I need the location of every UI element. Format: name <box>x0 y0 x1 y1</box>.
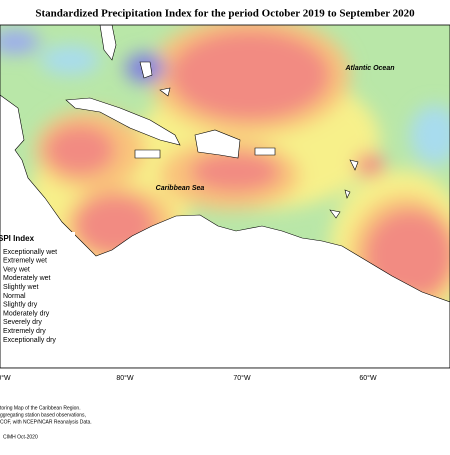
legend-title: SPI Index <box>0 234 35 243</box>
footnote-line: COF, with NCEP/NCAR Reanalysis Data. <box>0 419 92 425</box>
footnote-line: toring Map of the Caribbean Region. <box>0 405 81 411</box>
map-frame <box>0 24 450 369</box>
ocean-label: Atlantic Ocean <box>344 65 394 72</box>
footnote-line: ggregating station based observations, <box>0 412 86 418</box>
legend-item: Very wet <box>3 266 30 273</box>
map: Atlantic Ocean Caribbean Sea <box>0 25 450 368</box>
legend: SPI Index Exceptionally wet Extremely wet… <box>0 234 57 344</box>
legend-item: Extremely dry <box>3 328 46 335</box>
longitude-label: 60°W <box>359 374 377 382</box>
legend-item: Normal <box>3 293 26 300</box>
longitude-label: 0°W <box>0 374 11 382</box>
longitude-label: 80°W <box>116 374 134 382</box>
credit: CIMH Oct-2020 <box>3 434 38 440</box>
legend-item: Moderately dry <box>3 310 50 317</box>
footnote: toring Map of the Caribbean Region. ggre… <box>0 405 92 440</box>
legend-item: Slightly dry <box>3 302 38 309</box>
legend-box <box>0 232 75 342</box>
legend-item: Slightly wet <box>3 284 38 291</box>
land <box>0 25 450 368</box>
map-title: Standardized Precipitation Index for the… <box>35 8 415 20</box>
longitude-label: 70°W <box>233 374 251 382</box>
sea-label: Caribbean Sea <box>156 185 205 192</box>
legend-item: Moderately wet <box>3 275 51 282</box>
legend-item: Extremely wet <box>3 258 47 265</box>
longitude-labels: 0°W 80°W 70°W 60°W <box>0 374 377 382</box>
legend-item: Severely dry <box>3 319 42 326</box>
legend-item: Exceptionally dry <box>3 337 56 344</box>
legend-item: Exceptionally wet <box>3 249 57 256</box>
